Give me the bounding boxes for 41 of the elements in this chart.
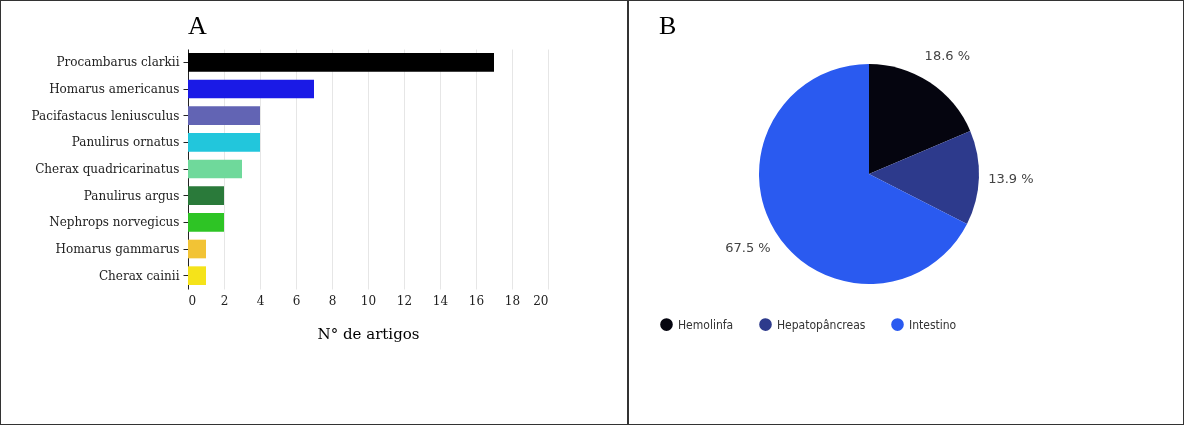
bar xyxy=(188,106,260,125)
x-tick-label: 8 xyxy=(328,293,337,308)
x-tick-label: 14 xyxy=(432,293,449,308)
x-tick-label: 6 xyxy=(292,293,301,308)
x-tick-label: 16 xyxy=(468,293,485,308)
bar xyxy=(188,79,314,99)
bar xyxy=(188,53,494,72)
x-tick-label: 10 xyxy=(360,293,377,308)
data-label: 18.6 % xyxy=(924,47,971,63)
chart-title: A xyxy=(188,11,207,40)
pie-slice xyxy=(869,64,971,174)
y-tick-label: Pacifastacus leniusculus xyxy=(31,108,180,123)
chart-title: B xyxy=(659,11,677,40)
y-tick-label: Procambarus clarkii xyxy=(56,55,180,70)
data-label: 13.9 % xyxy=(988,170,1034,186)
pie-slice xyxy=(759,64,968,284)
bar xyxy=(188,239,206,259)
x-tick-label: 18 xyxy=(504,293,521,308)
bar xyxy=(188,159,242,179)
data-label: 67.5 % xyxy=(725,240,771,256)
x-tick-label: 12 xyxy=(396,293,413,308)
y-tick-label: Cherax cainii xyxy=(98,268,180,283)
y-tick-label: Homarus gammarus xyxy=(55,242,180,256)
y-tick-label: Panulirus argus xyxy=(83,188,180,203)
bar xyxy=(188,133,260,152)
bar xyxy=(188,186,224,205)
bar xyxy=(188,213,224,232)
pie-slice xyxy=(869,130,979,224)
y-tick-label: Cherax quadricarinatus xyxy=(35,162,180,176)
legend-label: Hepatopâncreas xyxy=(777,317,866,332)
y-tick-label: Panulirus ornatus xyxy=(71,135,180,150)
x-axis-title: N° de artigos xyxy=(317,324,420,343)
x-tick-label: 2 xyxy=(220,293,229,308)
x-tick-label: 20 xyxy=(533,293,549,308)
x-tick-label: 4 xyxy=(256,293,265,308)
x-tick-label: 0 xyxy=(188,293,197,308)
legend-label: Hemolinfa xyxy=(678,317,734,332)
y-tick-label: Homarus americanus xyxy=(49,82,180,96)
legend-label: Intestino xyxy=(909,317,957,332)
bar xyxy=(188,266,206,285)
y-tick-label: Nephrops norvegicus xyxy=(49,215,180,230)
